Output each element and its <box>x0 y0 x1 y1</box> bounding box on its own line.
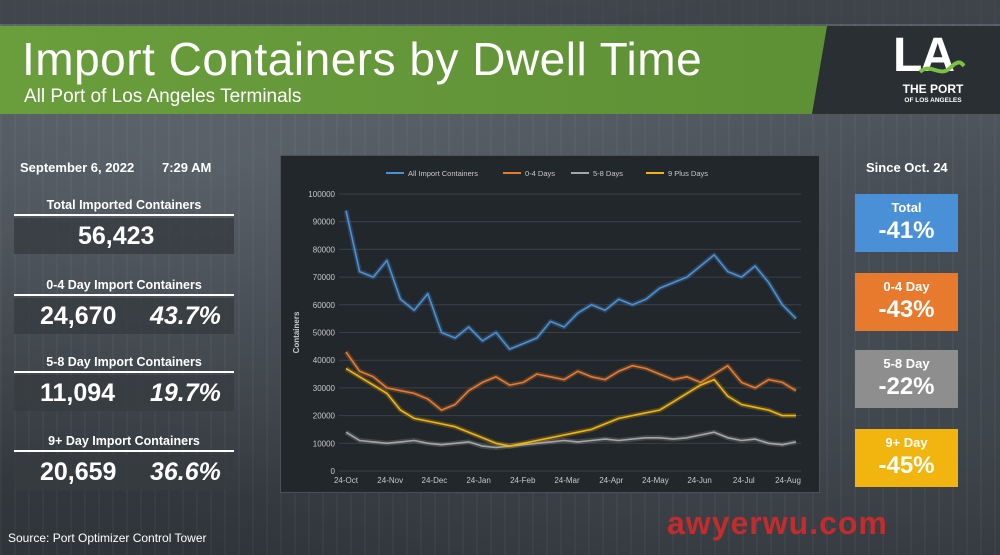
y-tick-label: 70000 <box>313 273 336 282</box>
snapshot-time: 7:29 AM <box>162 160 212 175</box>
y-tick-label: 30000 <box>313 384 336 393</box>
stat-label-5-8: 5-8 Day Import Containers <box>14 355 234 373</box>
port-logo <box>812 26 1000 114</box>
kpi-card-total: Total -41% <box>855 194 958 252</box>
watermark: awyerwu.com <box>667 505 888 541</box>
logo-name: THE PORT <box>902 82 964 96</box>
logo-subname: OF LOS ANGELES <box>904 97 962 104</box>
x-tick-label: 24-Jun <box>687 476 711 485</box>
since-heading: Since Oct. 24 <box>866 160 948 175</box>
kpi-value-total: -41% <box>878 217 935 244</box>
dwell-time-chart: 0 10000 20000 30000 40000 50000 60000 70000 8000… <box>280 155 820 493</box>
stat-pct-9plus: 36.6% <box>150 458 221 486</box>
kpi-label-total: Total <box>891 200 922 215</box>
x-tick-label: 24-Jan <box>466 476 490 485</box>
x-tick-label: 24-May <box>642 476 669 485</box>
kpi-label-9plus: 9+ Day <box>885 435 928 450</box>
stat-box-5-8 <box>14 375 234 411</box>
x-tick-label: 24-Aug <box>775 476 801 485</box>
title-banner <box>0 26 855 114</box>
y-tick-label: 10000 <box>313 439 336 448</box>
kpi-card-5-8: 5-8 Day -22% <box>855 350 958 408</box>
logo-wave-icon <box>918 60 966 74</box>
snapshot-date: September 6, 2022 <box>20 160 135 175</box>
stat-value-0-4: 24,670 <box>40 302 117 330</box>
stat-box-total <box>14 218 234 254</box>
y-tick-label: 100000 <box>308 190 335 199</box>
stat-box-0-4 <box>14 298 234 334</box>
y-tick-label: 0 <box>331 467 336 476</box>
series-line <box>345 367 796 447</box>
top-strip <box>0 0 1000 24</box>
stat-pct-0-4: 43.7% <box>150 302 221 330</box>
kpi-value-9plus: -45% <box>878 452 935 479</box>
stat-box-9plus <box>14 454 234 490</box>
page-title: Import Containers by Dwell Time <box>22 33 703 85</box>
kpi-label-0-4: 0-4 Day <box>883 279 930 294</box>
y-axis-label: Containers <box>292 311 301 353</box>
x-tick-label: 24-Mar <box>554 476 580 485</box>
stat-label-0-4: 0-4 Day Import Containers <box>14 278 234 296</box>
series-line <box>345 431 797 449</box>
kpi-label-5-8: 5-8 Day <box>883 356 930 371</box>
y-tick-label: 80000 <box>313 245 336 254</box>
y-tick-label: 60000 <box>313 301 336 310</box>
kpi-value-0-4: -43% <box>878 296 935 323</box>
y-tick-label: 50000 <box>313 329 336 338</box>
series-glow <box>343 210 798 352</box>
series-glow <box>344 366 796 449</box>
x-tick-label: 24-Oct <box>334 476 359 485</box>
y-tick-label: 40000 <box>313 356 336 365</box>
kpi-card-0-4: 0-4 Day -43% <box>855 273 958 331</box>
stat-value-5-8: 11,094 <box>40 379 116 407</box>
source-note: Source: Port Optimizer Control Tower <box>8 531 207 545</box>
legend-label: 5-8 Days <box>593 169 623 178</box>
stat-pct-5-8: 19.7% <box>150 379 221 407</box>
stat-value-9plus: 20,659 <box>40 458 117 486</box>
series-line <box>345 351 797 411</box>
line-chart-svg: 0 10000 20000 30000 40000 50000 60000 70000 8000… <box>292 169 801 485</box>
y-tick-label: 90000 <box>313 218 336 227</box>
legend-label: 0-4 Days <box>525 169 555 178</box>
page-subtitle: All Port of Los Angeles Terminals <box>24 86 302 107</box>
stat-value-total: 56,423 <box>78 222 155 250</box>
stat-label-9plus: 9+ Day Import Containers <box>14 434 234 452</box>
series-line <box>345 210 797 350</box>
x-tick-label: 24-Dec <box>422 476 448 485</box>
stat-label-total: Total Imported Containers <box>14 198 234 216</box>
legend-label: All Import Containers <box>408 169 478 178</box>
x-tick-label: 24-Jul <box>733 476 755 485</box>
x-tick-label: 24-Apr <box>599 476 623 485</box>
legend-label: 9 Plus Days <box>668 169 708 178</box>
x-tick-label: 24-Feb <box>510 476 536 485</box>
kpi-value-5-8: -22% <box>878 373 935 400</box>
y-tick-label: 20000 <box>313 412 336 421</box>
x-tick-label: 24-Nov <box>377 476 403 485</box>
kpi-card-9plus: 9+ Day -45% <box>855 429 958 487</box>
